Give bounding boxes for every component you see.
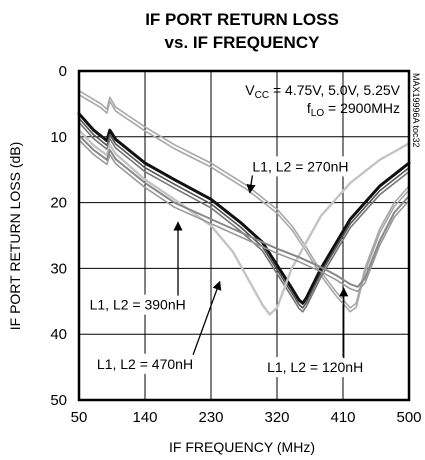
- annotation-arrow: [246, 175, 256, 194]
- tick-labels: 50 140 230 320 410 500 0 10 20 30 40 50: [50, 63, 421, 426]
- x-axis-label: IF FREQUENCY (MHz): [169, 439, 315, 455]
- annotation-arrow: [192, 280, 222, 356]
- plot-frame: [77, 69, 411, 402]
- series-line: [78, 121, 410, 313]
- grid: [79, 71, 409, 400]
- x-tick-label: 320: [264, 409, 289, 426]
- x-tick-label: 500: [396, 409, 421, 426]
- series-line: [78, 117, 410, 309]
- y-tick-label: 40: [50, 326, 67, 343]
- vcc-values: = 4.75V, 5.0V, 5.25V: [269, 82, 401, 98]
- flo-subscript: LO: [311, 108, 325, 119]
- y-tick-label: 0: [59, 63, 67, 80]
- series-line: [78, 93, 410, 313]
- vcc-symbol: V: [245, 82, 255, 98]
- series-line: [78, 134, 410, 288]
- series-line: [78, 139, 410, 293]
- annotation-bg: [86, 294, 189, 315]
- annotation-bg: [249, 156, 352, 177]
- x-tick-label: 50: [71, 409, 88, 426]
- series-line: [78, 89, 410, 309]
- series: [77, 89, 411, 316]
- annotation-label: L1, L2 = 470nH: [97, 356, 193, 372]
- chart-title-line2: vs. IF FREQUENCY: [165, 33, 321, 52]
- vcc-subscript: CC: [255, 90, 269, 101]
- flo-condition: fLO = 2900MHz: [307, 100, 400, 119]
- annotations: L1, L2 = 270nH L1, L2 = 390nH L1, L2 = 470…: [86, 156, 367, 378]
- series-line: [77, 112, 411, 305]
- x-tick-label: 140: [132, 409, 157, 426]
- annotation-bg: [264, 357, 367, 378]
- part-code: MAX19996A toc32: [411, 73, 421, 148]
- y-tick-label: 10: [50, 129, 67, 146]
- flo-value: = 2900MHz: [324, 100, 400, 116]
- annotation-label: L1, L2 = 120nH: [267, 359, 363, 375]
- annotation-label: L1, L2 = 390nH: [90, 297, 186, 313]
- y-tick-label: 30: [50, 260, 67, 277]
- annotation-label: L1, L2 = 270nH: [252, 158, 348, 174]
- y-axis-label: IF PORT RETURN LOSS (dB): [7, 142, 23, 331]
- flo-symbol: f: [307, 100, 311, 116]
- y-tick-label: 50: [50, 392, 67, 409]
- annotation-bg: [93, 353, 197, 374]
- chart-title-line1: IF PORT RETURN LOSS: [145, 10, 339, 29]
- y-tick-label: 20: [50, 195, 67, 212]
- x-tick-label: 230: [198, 409, 223, 426]
- x-tick-label: 410: [330, 409, 355, 426]
- series-line: [77, 128, 411, 316]
- vcc-condition: VCC = 4.75V, 5.0V, 5.25V: [245, 82, 400, 101]
